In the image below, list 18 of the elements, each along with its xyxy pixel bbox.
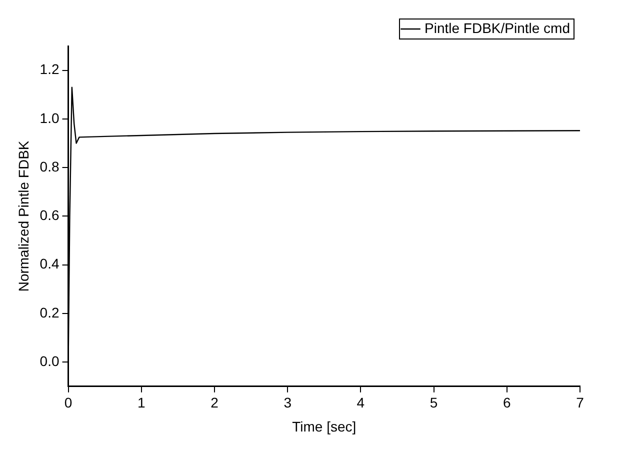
x-tick-label: 4 [356,394,365,411]
legend-label: Pintle FDBK/Pintle cmd [424,20,570,36]
x-tick-label: 6 [502,394,511,411]
x-tick-label: 2 [210,394,219,411]
x-tick-label: 7 [576,394,584,411]
y-tick-label: 0.2 [40,304,60,320]
y-tick-label: 0.8 [40,158,60,174]
x-tick-label: 0 [64,394,72,411]
y-tick-label: 0.0 [40,352,60,369]
x-tick-label: 1 [137,394,146,411]
x-tick-label: 3 [284,394,292,411]
y-tick-label: 1.2 [40,61,60,78]
y-axis-title: Normalized Pintle FDBK [15,140,32,292]
y-tick-label: 1.0 [40,110,60,126]
y-tick-label: 0.4 [40,256,60,272]
y-tick-label: 0.6 [40,207,60,224]
x-tick-label: 5 [430,394,438,411]
x-axis-title: Time [sec] [292,418,356,434]
